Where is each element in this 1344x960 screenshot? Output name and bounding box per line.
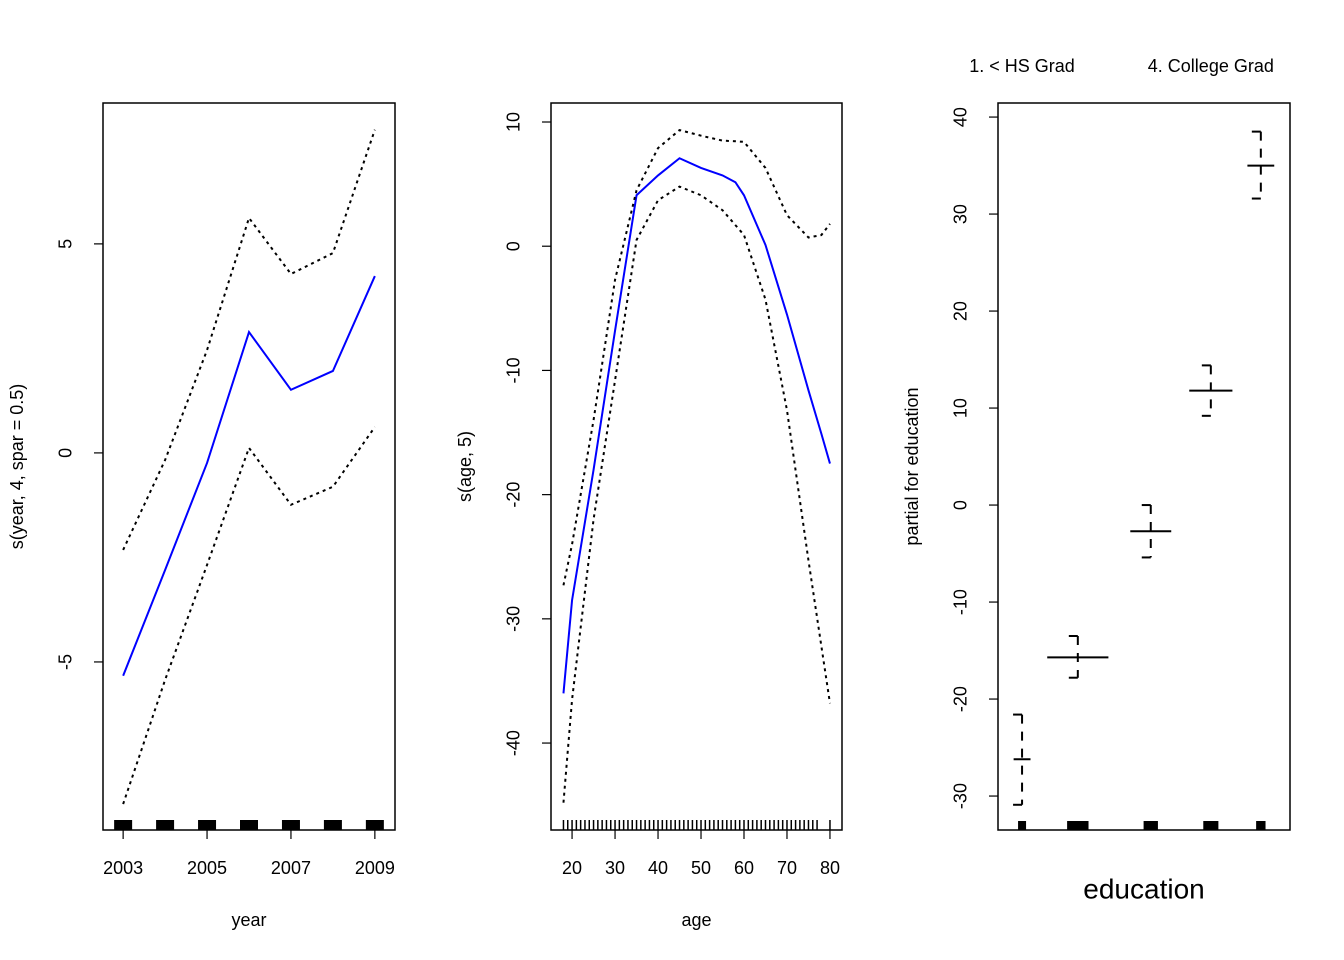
- y-tick-label: -10: [951, 589, 971, 615]
- rug-block: [1067, 821, 1089, 830]
- series-line: [562, 157, 831, 694]
- y-tick-label: 10: [951, 398, 971, 418]
- level-label: 4. College Grad: [1148, 56, 1274, 76]
- y-tick-label: 0: [951, 500, 971, 510]
- rug-block: [1018, 821, 1027, 830]
- x-axis-label: year: [231, 910, 266, 930]
- series-line: [122, 275, 376, 677]
- y-tick-label: -10: [504, 357, 524, 383]
- plot-frame: [102, 102, 396, 831]
- x-tick-label: 60: [734, 858, 754, 878]
- plot-frame: [997, 102, 1291, 831]
- series-line: [122, 129, 376, 551]
- y-tick-label: -40: [504, 730, 524, 756]
- x-tick-label: 2007: [271, 858, 311, 878]
- level-label: 1. < HS Grad: [969, 56, 1075, 76]
- rug-block: [1203, 821, 1219, 830]
- series-line: [122, 426, 376, 805]
- rug-block: [1256, 821, 1266, 830]
- y-tick-label: 0: [56, 448, 76, 458]
- y-tick-label: 5: [56, 239, 76, 249]
- x-tick-label: 70: [777, 858, 797, 878]
- x-tick-label: 30: [605, 858, 625, 878]
- y-tick-label: 40: [951, 107, 971, 127]
- x-tick-label: 80: [820, 858, 840, 878]
- rug-block: [1143, 821, 1158, 830]
- y-tick-label: -30: [951, 783, 971, 809]
- x-tick-label: 2003: [103, 858, 143, 878]
- y-tick-label: 10: [504, 112, 524, 132]
- x-tick-label: 50: [691, 858, 711, 878]
- series-line: [562, 128, 831, 586]
- y-axis-label: s(year, 4, spar = 0.5): [7, 384, 27, 550]
- x-tick-label: 40: [648, 858, 668, 878]
- x-tick-label: 20: [562, 858, 582, 878]
- y-tick-label: 20: [951, 301, 971, 321]
- y-tick-label: -5: [56, 654, 76, 670]
- y-tick-label: -20: [504, 482, 524, 508]
- series-line: [562, 185, 831, 803]
- x-axis-label: age: [681, 910, 711, 930]
- y-tick-label: -30: [504, 606, 524, 632]
- x-axis-label: education: [1083, 873, 1204, 904]
- y-tick-label: 0: [504, 241, 524, 251]
- y-axis-label: s(age, 5): [455, 431, 475, 502]
- y-tick-label: -20: [951, 686, 971, 712]
- x-tick-label: 2009: [355, 858, 395, 878]
- x-tick-label: 2005: [187, 858, 227, 878]
- y-axis-label: partial for education: [902, 387, 922, 545]
- y-tick-label: 30: [951, 204, 971, 224]
